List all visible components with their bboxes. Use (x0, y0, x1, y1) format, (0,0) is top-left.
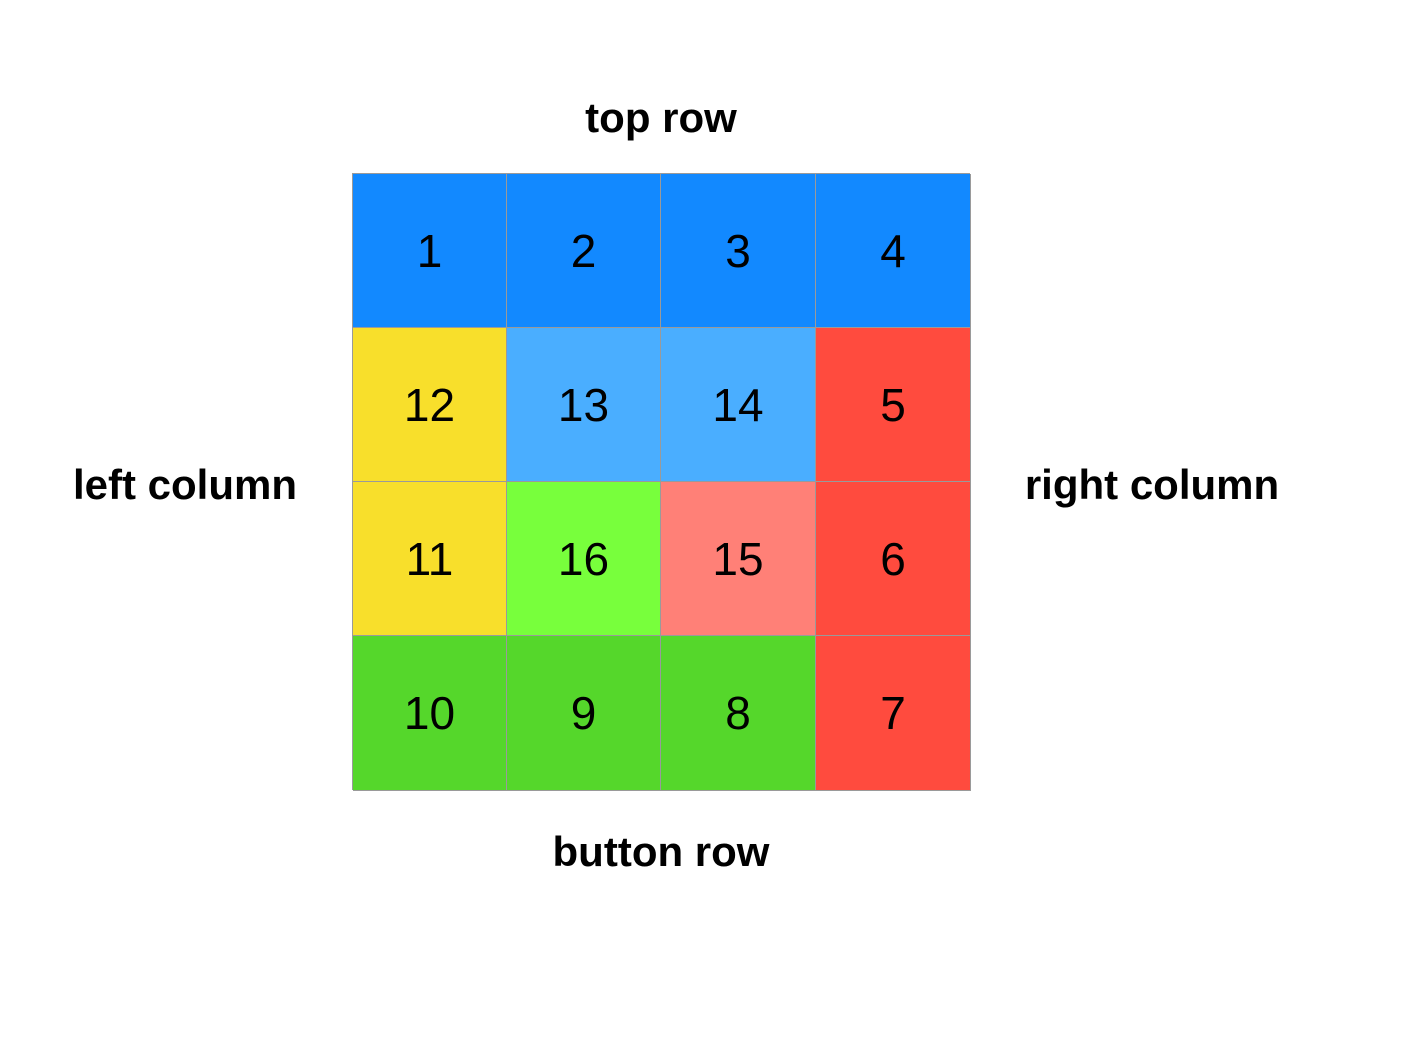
top-row-label: top row (585, 94, 737, 141)
grid-cell: 11 (353, 482, 507, 636)
grid-cell: 3 (661, 174, 816, 328)
grid-cell: 7 (816, 636, 971, 791)
left-column-label: left column (72, 461, 298, 508)
grid-cell: 9 (507, 636, 661, 791)
grid-cell: 1 (353, 174, 507, 328)
grid-cell: 10 (353, 636, 507, 791)
grid-cell: 12 (353, 328, 507, 482)
grid-cell: 4 (816, 174, 971, 328)
grid-cell: 14 (661, 328, 816, 482)
grid-cell: 13 (507, 328, 661, 482)
bottom-row-label: button row (552, 828, 770, 875)
grid-cell: 8 (661, 636, 816, 791)
right-column-label: right column (1024, 461, 1280, 508)
grid-cell: 15 (661, 482, 816, 636)
number-grid: 1 2 3 4 12 13 14 5 11 16 15 6 10 9 8 7 (352, 173, 971, 791)
grid-cell: 5 (816, 328, 971, 482)
grid-cell: 16 (507, 482, 661, 636)
grid-cell: 6 (816, 482, 971, 636)
grid-cell: 2 (507, 174, 661, 328)
